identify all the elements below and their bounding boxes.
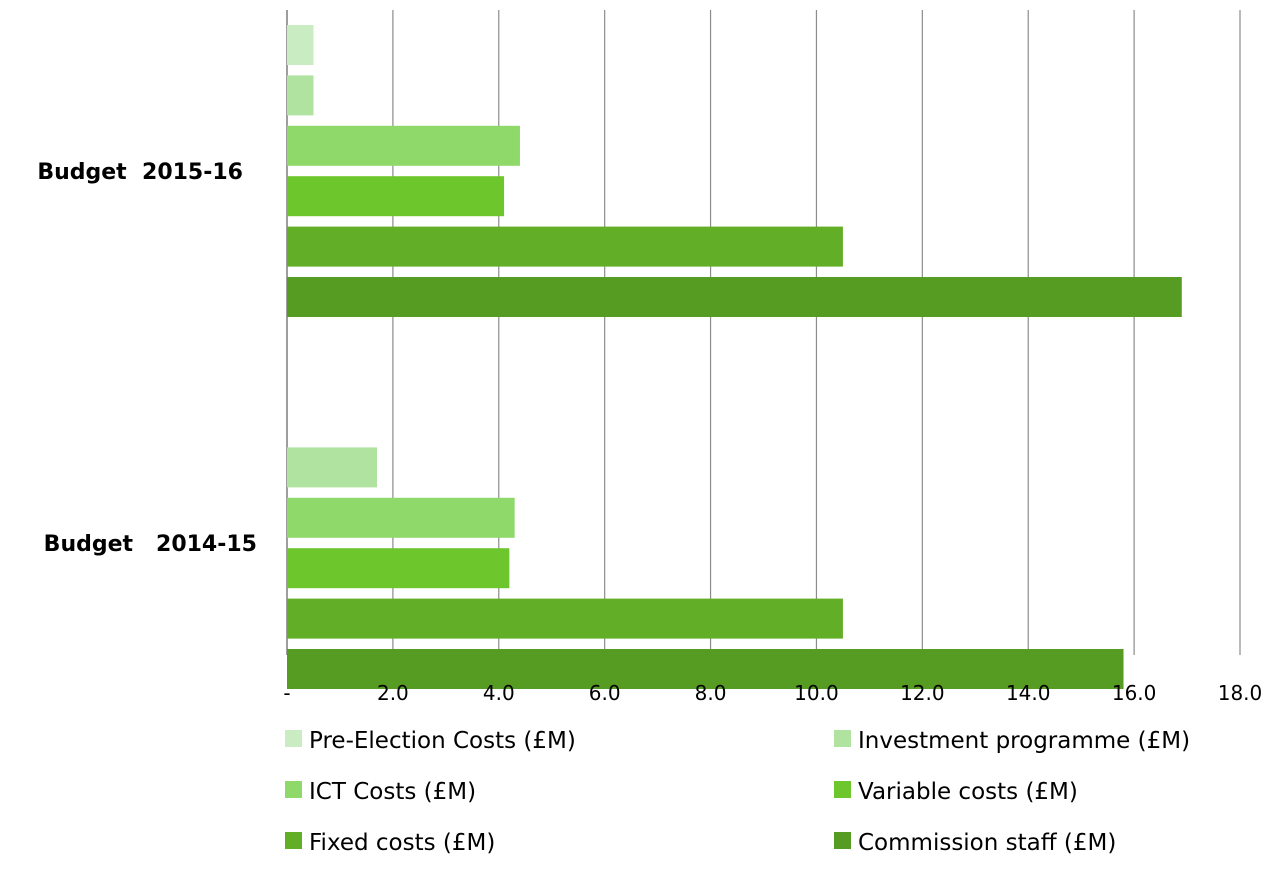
category-label: Budget 2014-15 (44, 532, 257, 557)
bar (287, 497, 515, 538)
bar (287, 25, 314, 65)
legend-swatch (285, 730, 302, 747)
x-tick-label: 2.0 (377, 681, 409, 705)
legend-swatch (285, 832, 302, 849)
x-tick-label: - (283, 681, 290, 705)
x-tick-label: 6.0 (589, 681, 621, 705)
x-tick-label: 12.0 (900, 681, 945, 705)
x-tick-label: 4.0 (483, 681, 515, 705)
legend: Pre-Election Costs (£M) Investment progra… (285, 728, 1190, 856)
category-axis: Budget 2015-16 Budget 2014-15 (37, 160, 257, 557)
bar (287, 649, 1124, 689)
bar (287, 75, 314, 116)
legend-item-label: Variable costs (£M) (858, 779, 1078, 805)
legend-swatch (834, 781, 851, 798)
bar (287, 176, 505, 217)
legend-swatch (834, 730, 851, 747)
bar (287, 548, 510, 589)
bars (287, 25, 1182, 689)
x-tick-label: 14.0 (1006, 681, 1051, 705)
legend-item-label: ICT Costs (£M) (309, 779, 476, 805)
legend-item-label: Fixed costs (£M) (309, 830, 495, 856)
x-tick-label: 16.0 (1112, 681, 1157, 705)
bar (287, 277, 1182, 317)
legend-swatch (834, 832, 851, 849)
bar (287, 447, 378, 488)
gridlines (286, 10, 1241, 655)
legend-item-label: Commission staff (£M) (858, 830, 1116, 856)
x-tick-label: 18.0 (1218, 681, 1263, 705)
legend-item-label: Investment programme (£M) (858, 728, 1190, 754)
bar (287, 226, 843, 267)
x-tick-label: 10.0 (794, 681, 839, 705)
category-label: Budget 2015-16 (37, 160, 243, 185)
bar (287, 125, 520, 166)
value-axis: - 2.0 4.0 6.0 8.0 10.0 12.0 14.0 16.0 18.0 (283, 681, 1262, 705)
x-tick-label: 8.0 (695, 681, 727, 705)
legend-item-label: Pre-Election Costs (£M) (309, 728, 576, 754)
legend-swatch (285, 781, 302, 798)
bar (287, 598, 843, 639)
